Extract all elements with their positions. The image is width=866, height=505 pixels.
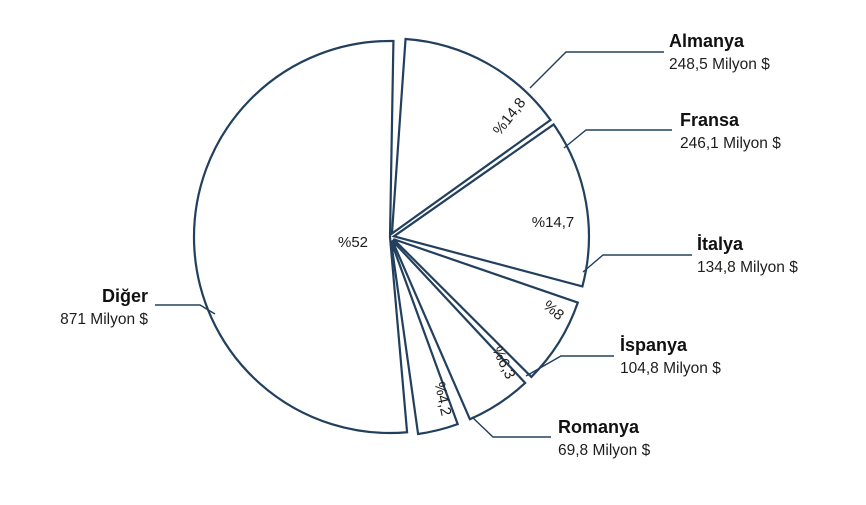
callout-country-name: Diğer: [102, 286, 148, 306]
callout-leader-line: [563, 129, 672, 149]
callout-value: 134,8 Milyon $: [697, 259, 798, 276]
callout-value: 871 Milyon $: [60, 311, 148, 328]
pie-slice: [391, 122, 590, 288]
callout-value: 69,8 Milyon $: [558, 442, 651, 459]
pie-slice: [392, 238, 580, 379]
callout-leader-line: [582, 254, 692, 273]
callout-country-name: Almanya: [669, 31, 745, 51]
pie-slice: [390, 37, 553, 236]
callout-value: 246,1 Milyon $: [680, 135, 781, 152]
slice-percent-label: %52: [338, 234, 368, 251]
slice-percent-label: %14,7: [532, 214, 575, 231]
callout-country-name: Fransa: [680, 110, 740, 130]
pie-slice: [391, 239, 527, 421]
pie-slice-group: %52 Diğer 871 Milyon $: [60, 39, 409, 435]
callout-leader-line: [471, 416, 551, 438]
callout-country-name: Romanya: [558, 417, 640, 437]
callout-leader-line: [155, 304, 216, 315]
callout-leader-line: [525, 355, 614, 377]
pie-slice: [389, 240, 460, 436]
callout-value: 248,5 Milyon $: [669, 56, 770, 73]
pie-slice: [192, 39, 409, 435]
callout-leader-line: [529, 51, 664, 89]
slice-percent-label: %4,2: [431, 380, 455, 417]
callout-country-name: İtalya: [697, 234, 744, 254]
callout-country-name: İspanya: [620, 335, 688, 355]
callout-value: 104,8 Milyon $: [620, 360, 721, 377]
pie-slice-group: %4,2 Romanya 69,8 Milyon $: [389, 240, 651, 459]
pie-slice-group: %14,7 Fransa 246,1 Milyon $: [391, 110, 781, 288]
